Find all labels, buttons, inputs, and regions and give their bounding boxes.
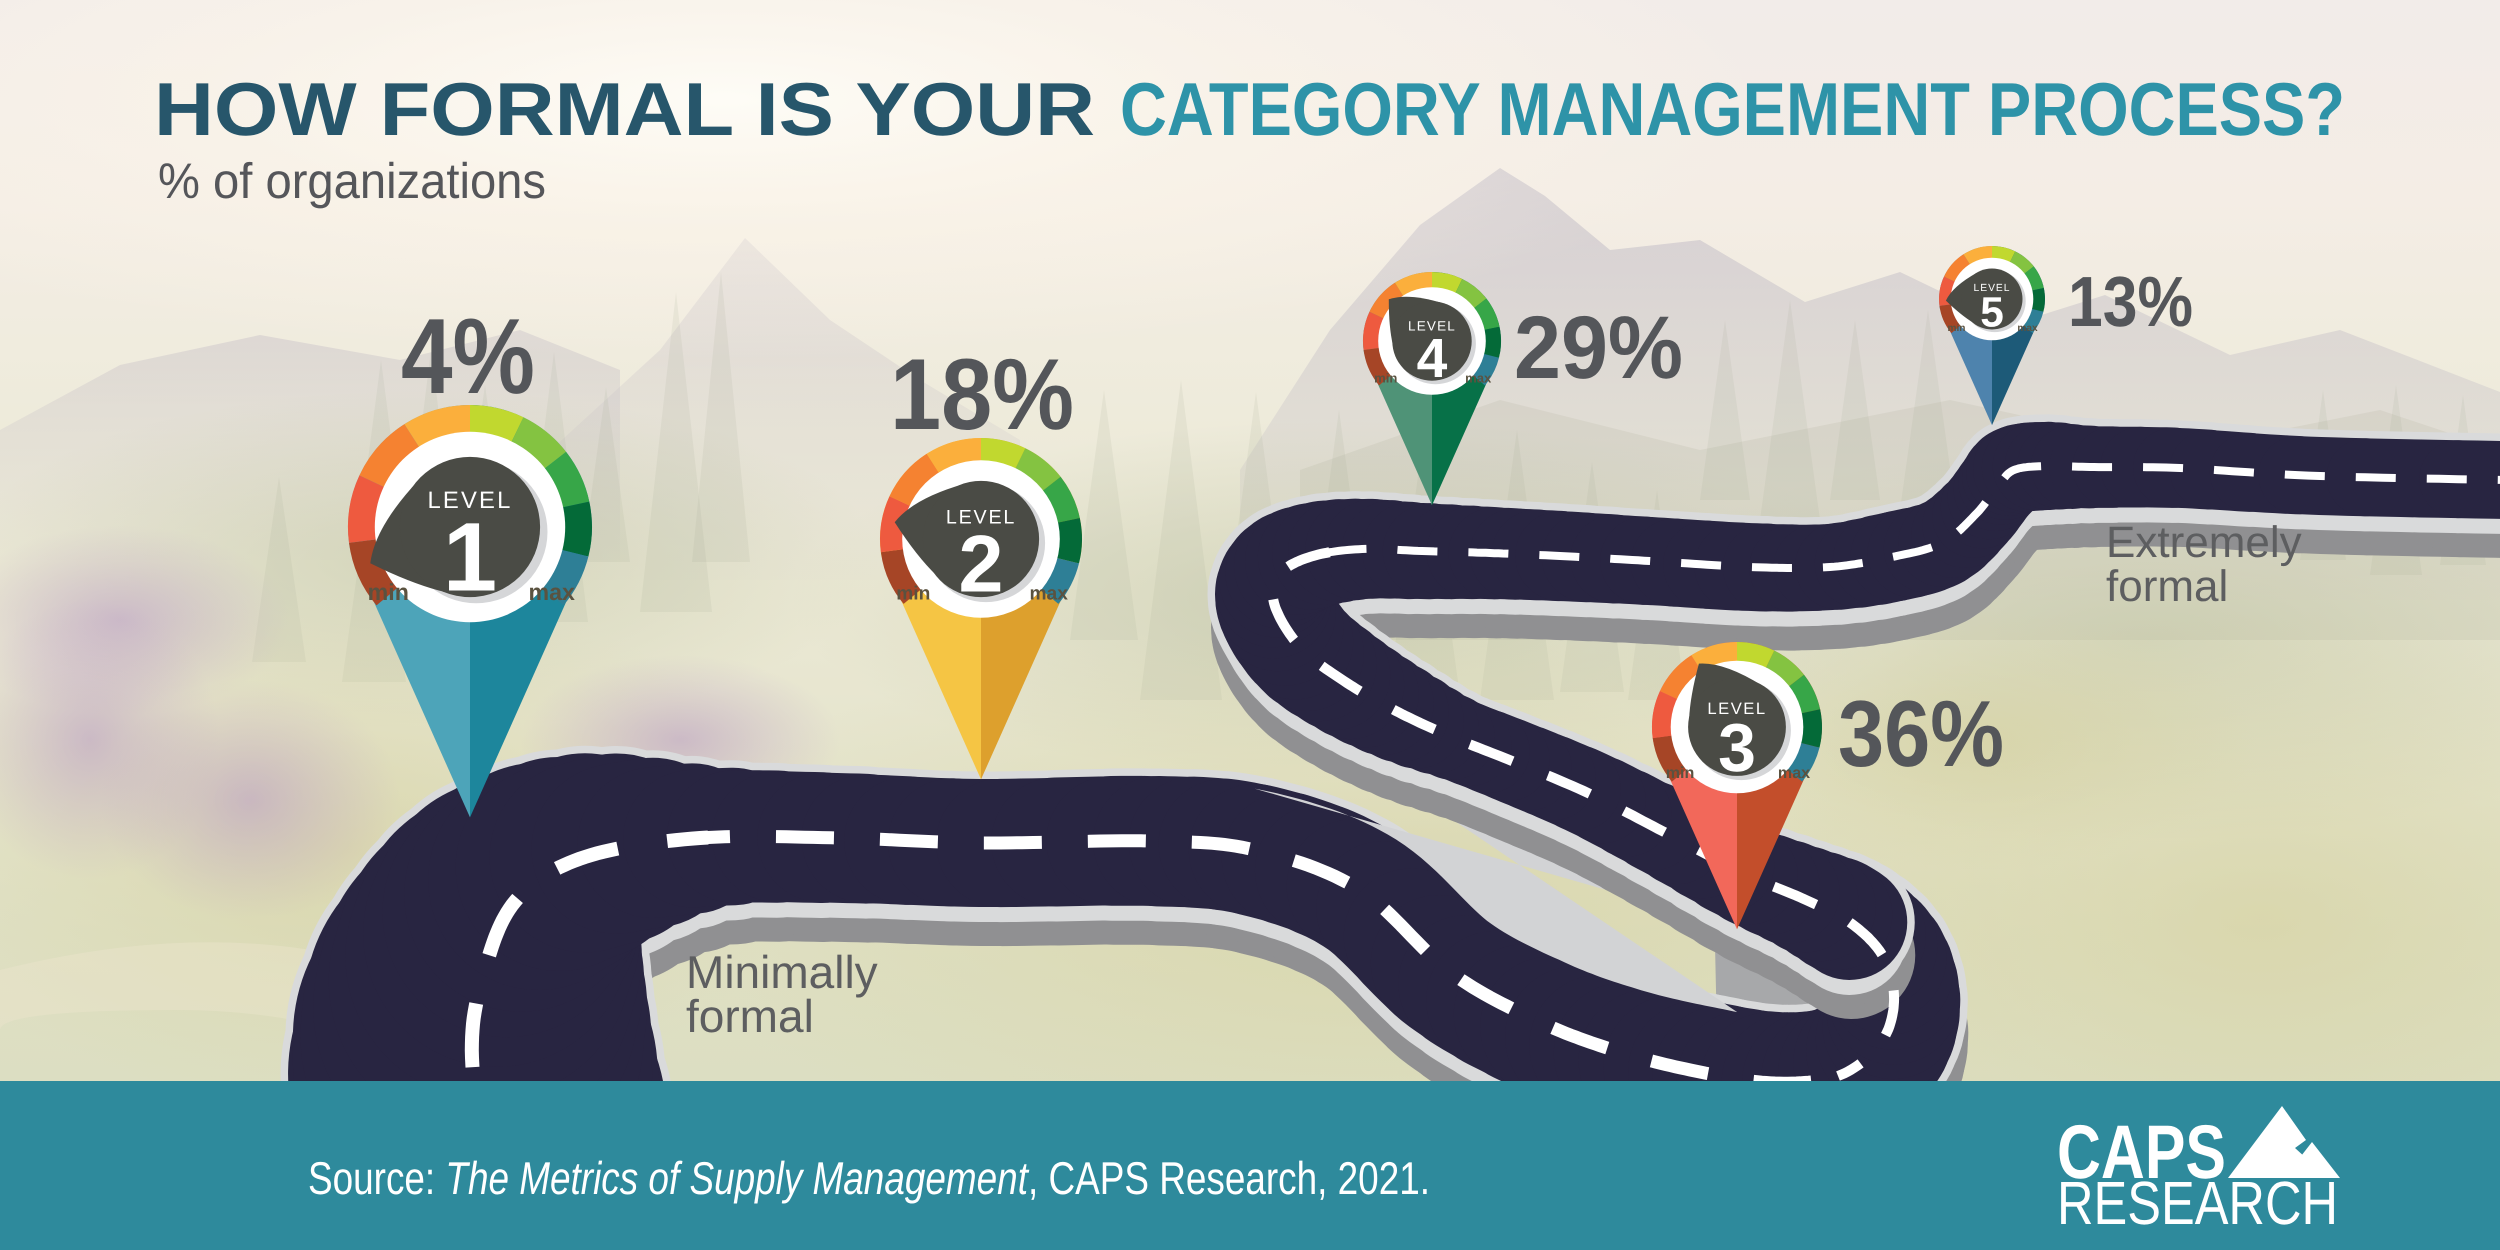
svg-text:max: max	[1029, 584, 1068, 605]
svg-text:min: min	[1374, 370, 1397, 385]
svg-text:RESEARCH: RESEARCH	[2057, 1169, 2338, 1237]
svg-text:18%: 18%	[890, 339, 1074, 451]
svg-text:max: max	[2017, 323, 2038, 334]
svg-text:LEVEL: LEVEL	[946, 506, 1016, 528]
svg-text:5: 5	[1980, 289, 2004, 336]
svg-text:formal: formal	[686, 990, 814, 1042]
svg-text:Source: The Metrics of Supply: Source: The Metrics of Supply Management…	[308, 1152, 1430, 1204]
svg-text:min: min	[896, 584, 930, 605]
svg-text:4: 4	[1417, 327, 1448, 389]
svg-text:13%: 13%	[2068, 263, 2193, 342]
svg-text:LEVEL: LEVEL	[1707, 699, 1766, 718]
svg-text:Extremely: Extremely	[2106, 518, 2302, 567]
svg-text:2: 2	[959, 520, 1004, 610]
svg-text:3: 3	[1718, 710, 1756, 786]
svg-text:CAPS: CAPS	[2057, 1110, 2226, 1195]
svg-text:min: min	[368, 579, 409, 605]
svg-text:LEVEL: LEVEL	[1408, 318, 1456, 333]
svg-text:HOW FORMAL IS YOUR: HOW FORMAL IS YOUR	[154, 67, 1095, 151]
svg-text:min: min	[1666, 764, 1695, 782]
svg-text:LEVEL: LEVEL	[427, 487, 512, 514]
svg-text:max: max	[528, 579, 575, 605]
svg-text:min: min	[1948, 323, 1966, 334]
svg-text:formal: formal	[2106, 562, 2228, 611]
svg-text:1: 1	[443, 502, 497, 611]
svg-text:36%: 36%	[1838, 681, 2004, 786]
svg-text:max: max	[1778, 764, 1810, 782]
svg-text:max: max	[1465, 370, 1492, 385]
svg-text:Minimally: Minimally	[686, 946, 878, 998]
svg-text:LEVEL: LEVEL	[1973, 283, 2010, 294]
svg-text:CATEGORY MANAGEMENT PROCESS?: CATEGORY MANAGEMENT PROCESS?	[1120, 67, 2345, 151]
svg-text:4%: 4%	[401, 296, 535, 416]
svg-text:% of organizations: % of organizations	[158, 153, 546, 209]
svg-text:29%: 29%	[1514, 297, 1683, 397]
